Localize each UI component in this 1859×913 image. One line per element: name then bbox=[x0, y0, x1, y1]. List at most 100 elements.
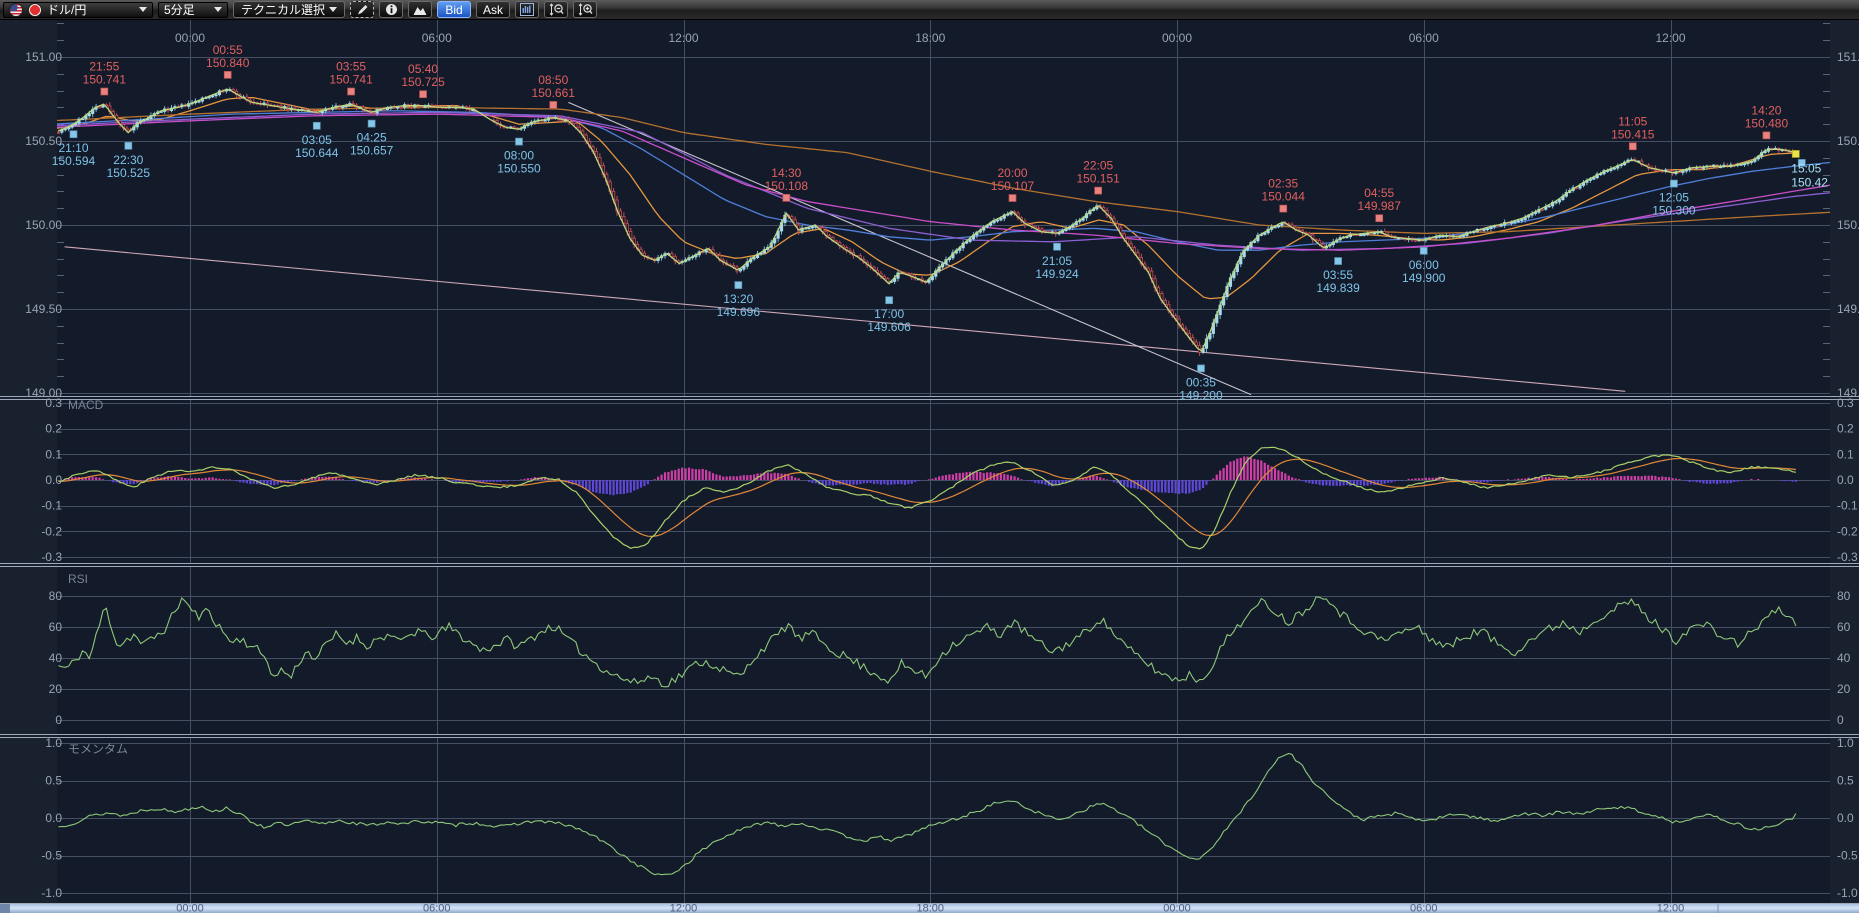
draw-pencil-button[interactable] bbox=[350, 1, 375, 18]
current-price-marker bbox=[1791, 150, 1800, 158]
candle-body bbox=[1547, 205, 1551, 208]
scrollbar-track[interactable] bbox=[0, 904, 1859, 913]
macd-histogram-bar bbox=[1524, 478, 1527, 480]
macd-histogram-bar bbox=[1620, 475, 1623, 480]
macd-histogram-bar bbox=[1548, 477, 1551, 480]
macd-histogram-bar bbox=[423, 478, 427, 480]
macd-histogram-bar bbox=[1020, 479, 1023, 480]
candle-body bbox=[906, 272, 910, 275]
macd-histogram-bar bbox=[1195, 480, 1198, 492]
symbol-select[interactable]: ドル/円 bbox=[3, 1, 153, 18]
macd-histogram-bar bbox=[1578, 479, 1582, 480]
macd-histogram-bar bbox=[1582, 479, 1585, 480]
macd-histogram-bar bbox=[400, 478, 403, 480]
rsi-line bbox=[58, 596, 1797, 688]
macd-histogram-bar bbox=[461, 480, 464, 482]
panel-dividers bbox=[0, 396, 1859, 904]
swing-high-price: 150.741 bbox=[83, 73, 127, 87]
timeframe-select[interactable]: 5分足 bbox=[158, 1, 228, 18]
candle-body bbox=[738, 268, 742, 272]
macd-histogram-bar bbox=[502, 480, 506, 481]
macd-histogram-bar bbox=[129, 480, 132, 485]
macd-histogram-bar bbox=[84, 476, 87, 480]
candle-body bbox=[1485, 228, 1490, 231]
zoom-out-button[interactable] bbox=[544, 1, 569, 18]
macd-histogram-bar bbox=[180, 477, 183, 480]
swing-high-price: 150.840 bbox=[206, 56, 250, 70]
macd-histogram-bar bbox=[633, 480, 636, 491]
macd-histogram-bar bbox=[98, 477, 101, 480]
bid-button[interactable]: Bid bbox=[437, 1, 472, 18]
candle-body bbox=[629, 231, 633, 239]
macd-histogram-bar bbox=[1712, 480, 1715, 484]
macd-histogram-bar bbox=[927, 479, 930, 480]
macd-histogram-bar bbox=[1273, 468, 1277, 480]
macd-histogram-bar bbox=[417, 478, 420, 480]
macd-histogram-bar bbox=[122, 480, 125, 484]
macd-histogram-bar bbox=[1541, 476, 1544, 480]
macd-histogram-bar bbox=[752, 474, 756, 480]
area-chart-button[interactable] bbox=[408, 1, 433, 18]
macd-histogram-bar bbox=[386, 480, 389, 481]
macd-histogram-bar bbox=[1102, 478, 1105, 480]
indicator-axis-label-right: 0.5 bbox=[1837, 774, 1854, 788]
macd-histogram-bar bbox=[1585, 478, 1588, 480]
indicator-axis-label: 80 bbox=[49, 589, 63, 603]
bar-chart-icon bbox=[520, 3, 535, 16]
swing-low-price: 149.606 bbox=[867, 320, 911, 334]
macd-histogram-bar bbox=[94, 477, 98, 480]
macd-histogram-bar bbox=[495, 480, 499, 482]
macd-histogram-bar bbox=[101, 479, 105, 480]
macd-histogram-bar bbox=[807, 480, 811, 482]
swing-low-price: 150.550 bbox=[497, 162, 541, 176]
macd-histogram-bar bbox=[1506, 479, 1510, 480]
macd-histogram-bar bbox=[352, 480, 355, 481]
macd-histogram-bar bbox=[999, 473, 1002, 480]
candle-body bbox=[1362, 234, 1366, 236]
indicator-axis-label: 0.3 bbox=[45, 396, 62, 410]
macd-histogram-bar bbox=[1352, 480, 1355, 486]
macd-histogram-bar bbox=[1657, 477, 1660, 480]
swing-low-time: 08:00 bbox=[504, 149, 534, 163]
macd-histogram-bar bbox=[814, 480, 817, 484]
right-axis-gutter bbox=[1830, 20, 1859, 904]
pencil-icon bbox=[357, 5, 368, 15]
info-button[interactable] bbox=[379, 1, 404, 18]
macd-histogram-bar bbox=[1428, 477, 1431, 480]
ask-button[interactable]: Ask bbox=[476, 1, 511, 18]
macd-histogram-bar bbox=[513, 480, 516, 481]
macd-histogram-bar bbox=[1417, 478, 1421, 480]
price-axis-label-right: 150.00 bbox=[1837, 218, 1859, 232]
x-axis-label: 18:00 bbox=[915, 31, 945, 45]
macd-histogram-bar bbox=[1171, 480, 1174, 493]
swing-low-price: 149.200 bbox=[1179, 388, 1223, 402]
candle-body bbox=[999, 217, 1003, 221]
macd-histogram-bar bbox=[968, 471, 972, 480]
macd-histogram-bar bbox=[1410, 478, 1414, 480]
macd-histogram-bar bbox=[735, 476, 739, 480]
macd-histogram-bar bbox=[1219, 470, 1222, 480]
zoom-in-button[interactable] bbox=[573, 1, 598, 18]
macd-histogram-bar bbox=[681, 467, 684, 480]
macd-histogram-bar bbox=[115, 480, 118, 483]
price-axis-label: 151.00 bbox=[25, 50, 62, 64]
macd-histogram-bar bbox=[1698, 480, 1702, 483]
indicator-axis-label: 0 bbox=[55, 713, 62, 727]
candle-body bbox=[1557, 199, 1562, 203]
candle-body bbox=[807, 227, 811, 230]
swing-low-marker bbox=[885, 296, 893, 305]
macd-histogram-bar bbox=[1239, 457, 1242, 480]
macd-histogram-bar bbox=[1249, 457, 1253, 480]
macd-histogram-bar bbox=[1465, 480, 1469, 481]
macd-histogram-bar bbox=[687, 467, 691, 480]
macd-histogram-bar bbox=[989, 472, 992, 480]
macd-histogram-bar bbox=[1328, 480, 1331, 486]
macd-histogram-bar bbox=[1297, 479, 1301, 480]
macd-histogram-bar bbox=[1003, 474, 1006, 480]
scrollbar-left-cap[interactable] bbox=[0, 904, 10, 913]
candle-body bbox=[752, 257, 756, 260]
technical-select-button[interactable]: テクニカル選択 bbox=[233, 1, 346, 18]
bar-chart-button[interactable] bbox=[515, 1, 540, 18]
macd-histogram-bar bbox=[749, 474, 752, 480]
candle-body bbox=[231, 89, 235, 92]
